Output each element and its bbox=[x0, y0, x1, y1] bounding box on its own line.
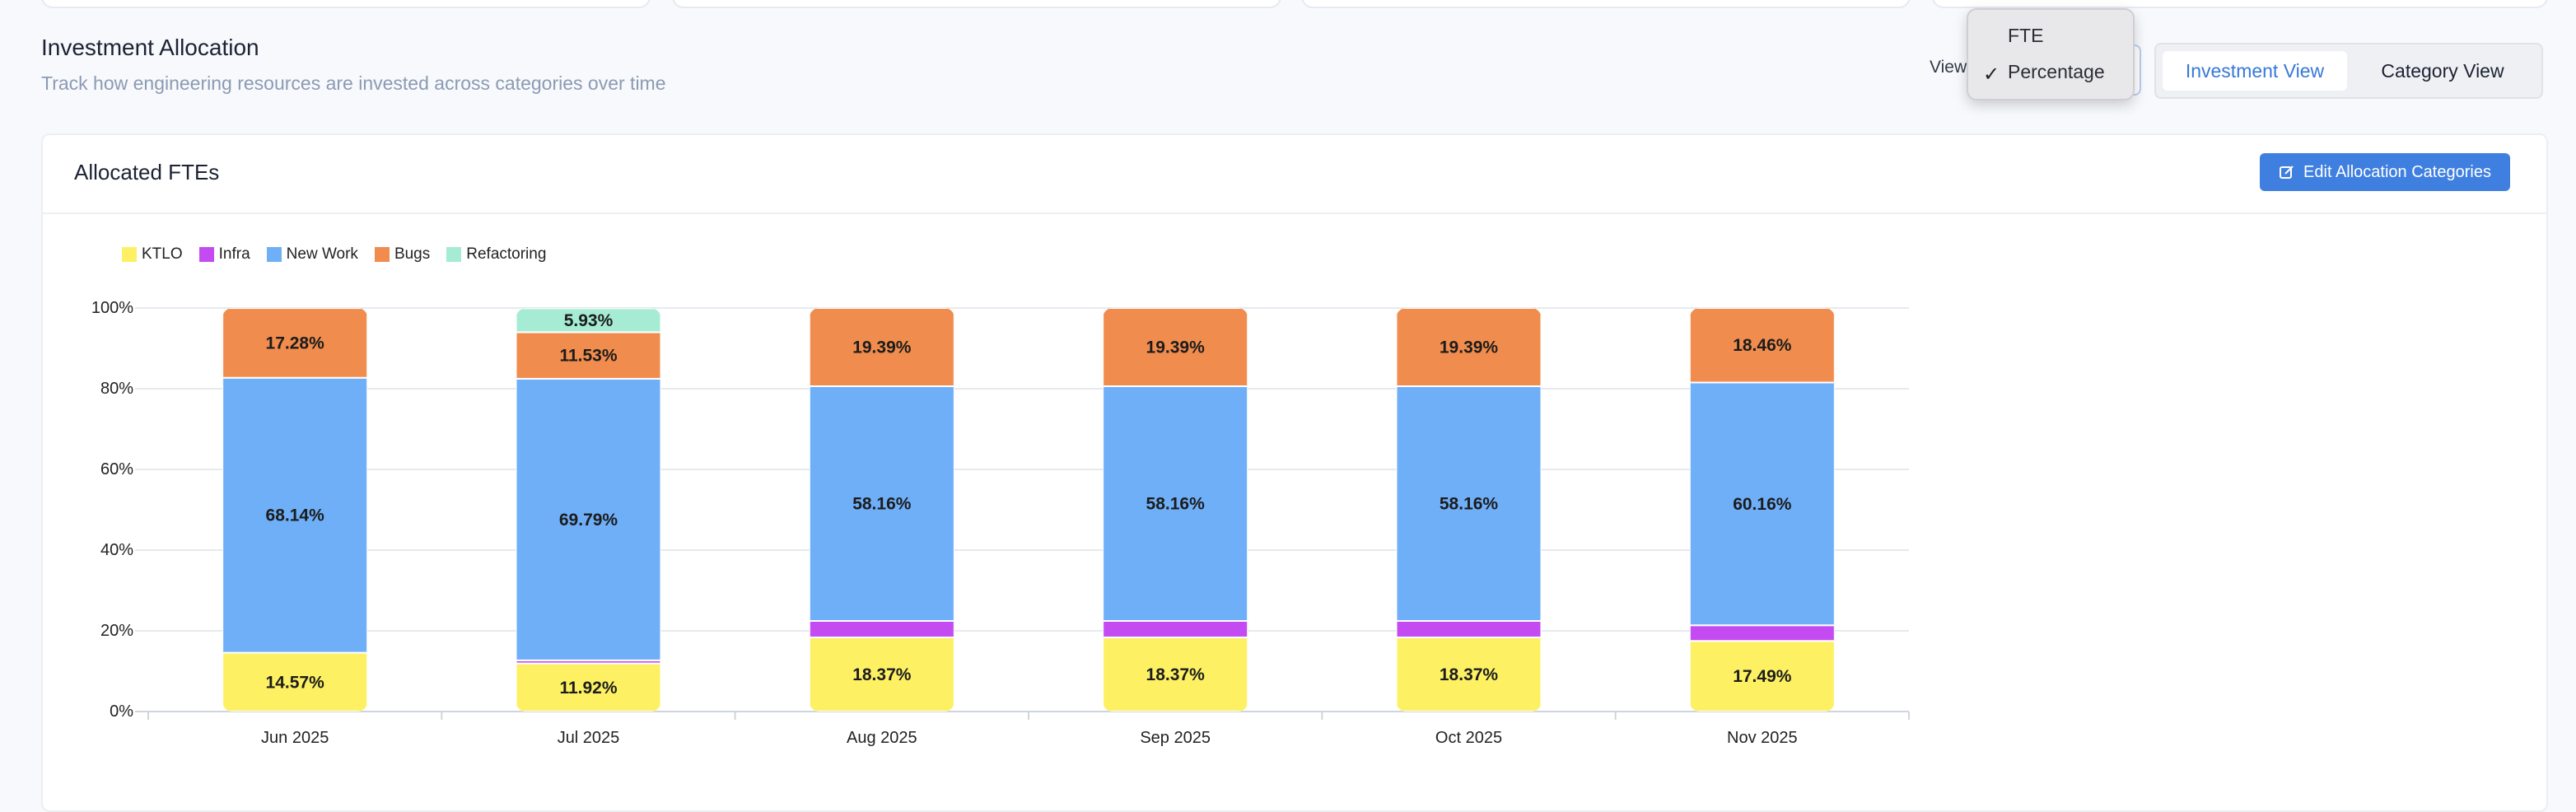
data-label: 69.79% bbox=[559, 511, 618, 530]
y-tick-label: 40% bbox=[100, 541, 133, 559]
view-option-percentage[interactable]: Percentage bbox=[2008, 61, 2105, 82]
investment-view-button[interactable]: Investment View bbox=[2163, 51, 2347, 91]
bar-stack[interactable] bbox=[1103, 308, 1248, 712]
data-label: 60.16% bbox=[1733, 495, 1792, 514]
bar-segment-new-work[interactable] bbox=[516, 377, 661, 661]
edit-icon bbox=[2280, 166, 2294, 179]
edit-allocation-categories-button[interactable]: Edit Allocation Categories bbox=[2260, 153, 2510, 191]
legend-swatch bbox=[266, 247, 282, 262]
legend-label: Bugs bbox=[394, 245, 431, 263]
data-label: 5.93% bbox=[564, 311, 614, 330]
bar-segment-infra[interactable] bbox=[1396, 619, 1542, 638]
allocation-panel: Allocated FTEs Edit Allocation Categorie… bbox=[41, 133, 2548, 812]
data-label: 19.39% bbox=[1146, 338, 1206, 357]
panel-header: Allocated FTEs Edit Allocation Categorie… bbox=[43, 135, 2546, 214]
legend-item-bugs[interactable]: Bugs bbox=[374, 245, 431, 264]
category-view-button[interactable]: Category View bbox=[2381, 60, 2504, 82]
edit-button-label: Edit Allocation Categories bbox=[2303, 162, 2491, 181]
legend-label: Refactoring bbox=[466, 245, 547, 263]
y-tick-label: 60% bbox=[100, 460, 133, 478]
bar-segment-ktlo[interactable] bbox=[1689, 640, 1835, 712]
bar-stack[interactable] bbox=[809, 308, 954, 712]
legend-swatch bbox=[374, 247, 390, 262]
bar-segment-bugs[interactable] bbox=[1103, 308, 1248, 388]
bar-segment-ktlo[interactable] bbox=[222, 651, 368, 712]
bar-segment-bugs[interactable] bbox=[516, 331, 661, 380]
y-tick-label: 100% bbox=[91, 299, 133, 317]
legend-item-infra[interactable]: Infra bbox=[198, 245, 250, 264]
data-label: 19.39% bbox=[852, 338, 912, 357]
bar-stack[interactable] bbox=[222, 308, 368, 712]
data-label: 11.53% bbox=[559, 347, 617, 366]
bar-stack[interactable] bbox=[516, 308, 661, 712]
bar-segment-infra[interactable] bbox=[1103, 619, 1248, 638]
data-label: 11.92% bbox=[559, 679, 617, 698]
bar-segment-bugs[interactable] bbox=[809, 308, 954, 388]
bar-segment-ktlo[interactable] bbox=[516, 662, 661, 712]
section-title: Investment Allocation bbox=[41, 35, 259, 60]
legend-swatch bbox=[198, 247, 214, 262]
legend-item-new-work[interactable]: New Work bbox=[266, 245, 358, 264]
legend-label: New Work bbox=[286, 245, 358, 263]
x-tick-label: Oct 2025 bbox=[1435, 729, 1502, 747]
data-label: 68.14% bbox=[266, 506, 325, 525]
data-label: 18.37% bbox=[852, 665, 912, 684]
bar-segment-bugs[interactable] bbox=[1689, 308, 1835, 384]
bar-stack[interactable] bbox=[1396, 308, 1542, 712]
view-option-fte[interactable]: FTE bbox=[2008, 25, 2044, 46]
x-tick-label: Sep 2025 bbox=[1140, 729, 1211, 747]
bar-segment-infra[interactable] bbox=[809, 619, 954, 638]
y-tick-label: 80% bbox=[100, 380, 133, 398]
bar-stack[interactable] bbox=[1689, 308, 1835, 712]
legend-swatch bbox=[446, 247, 462, 262]
panel-title: Allocated FTEs bbox=[74, 160, 220, 184]
view-select-dropdown: FTE ✓ Percentage bbox=[1967, 8, 2135, 100]
legend-item-refactoring[interactable]: Refactoring bbox=[446, 245, 546, 264]
legend-swatch bbox=[122, 247, 137, 262]
data-label: 14.57% bbox=[266, 673, 325, 692]
bar-segment-bugs[interactable] bbox=[222, 308, 368, 379]
data-label: 58.16% bbox=[1146, 495, 1206, 514]
legend-label: KTLO bbox=[142, 245, 183, 263]
data-label: 17.28% bbox=[266, 334, 325, 352]
data-label: 17.49% bbox=[1733, 667, 1792, 686]
checkmark-icon: ✓ bbox=[1983, 63, 2000, 86]
bar-segment-new-work[interactable] bbox=[222, 376, 368, 654]
data-label: 18.46% bbox=[1733, 336, 1792, 355]
chart-legend: KTLO Infra New Work Bugs Refactoring bbox=[122, 245, 546, 264]
data-label: 58.16% bbox=[852, 495, 912, 514]
legend-label: Infra bbox=[218, 245, 250, 263]
bar-segment-infra[interactable] bbox=[1689, 624, 1835, 642]
view-select-label: View bbox=[1930, 58, 1967, 77]
y-tick-label: 0% bbox=[110, 702, 133, 721]
data-label: 58.16% bbox=[1440, 495, 1499, 514]
bar-segment-bugs[interactable] bbox=[1396, 308, 1542, 388]
x-tick-label: Jun 2025 bbox=[261, 729, 329, 747]
bar-segment-new-work[interactable] bbox=[1103, 385, 1248, 622]
data-label: 18.37% bbox=[1146, 665, 1206, 684]
x-tick-label: Nov 2025 bbox=[1727, 729, 1798, 747]
data-label: 19.39% bbox=[1440, 338, 1499, 357]
legend-item-ktlo[interactable]: KTLO bbox=[122, 245, 183, 264]
x-tick-label: Jul 2025 bbox=[558, 729, 620, 747]
y-tick-label: 20% bbox=[100, 622, 133, 640]
section-subtitle: Track how engineering resources are inve… bbox=[41, 72, 666, 94]
bar-segment-new-work[interactable] bbox=[809, 385, 954, 622]
view-mode-toggle: Investment View Category View bbox=[2154, 43, 2543, 99]
data-label: 18.37% bbox=[1440, 665, 1499, 684]
x-tick-label: Aug 2025 bbox=[847, 729, 917, 747]
bar-segment-refactoring[interactable] bbox=[516, 308, 661, 334]
bar-segment-new-work[interactable] bbox=[1396, 385, 1542, 622]
